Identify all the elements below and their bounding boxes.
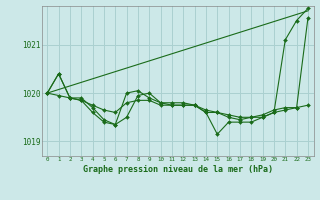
X-axis label: Graphe pression niveau de la mer (hPa): Graphe pression niveau de la mer (hPa) [83,165,273,174]
